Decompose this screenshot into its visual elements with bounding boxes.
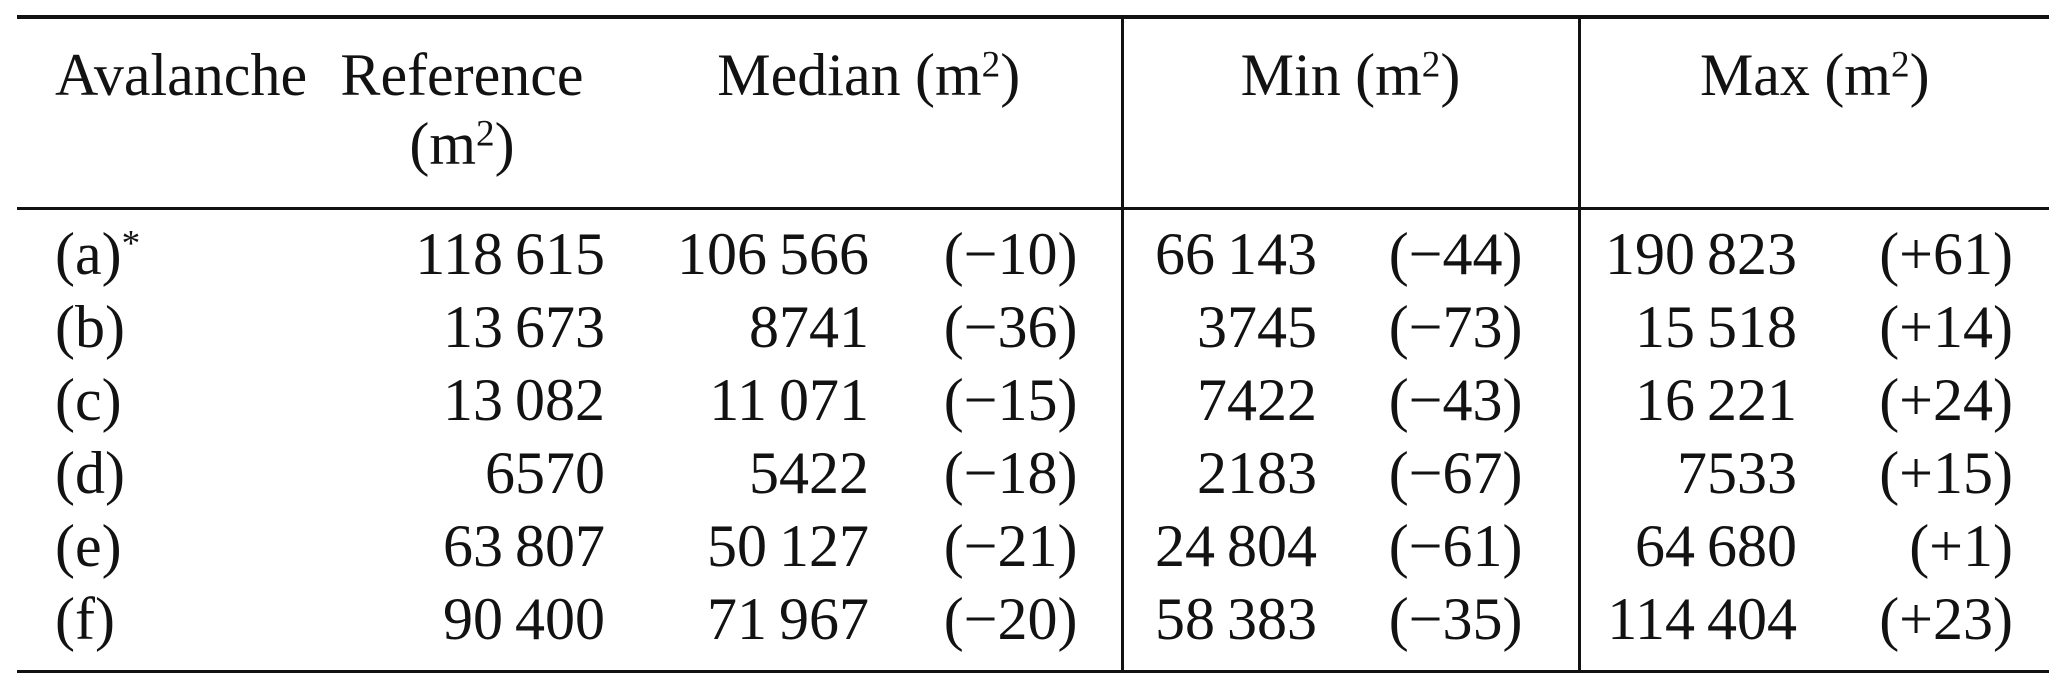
unit-exponent: 2	[476, 113, 495, 155]
min-unit: (m2)	[1355, 42, 1460, 108]
avalanche-id: (c)	[17, 364, 307, 437]
avalanche-id: (f)	[17, 583, 307, 672]
median-value: 11 071	[709, 367, 869, 433]
median-label: Median	[717, 42, 901, 108]
median-percent: (−20)	[943, 586, 1078, 652]
unit-exponent: 2	[1421, 44, 1441, 86]
median-value: 106 566	[676, 221, 869, 287]
table-row: (c) 13 082 11 071 (−15) 7422 (−43) 16 22…	[17, 364, 2049, 437]
table-row: (e) 63 807 50 127 (−21) 24 804 (−61) 64 …	[17, 510, 2049, 583]
unit-close-text: )	[1440, 42, 1461, 108]
column-header-max: Max (m2)	[1577, 17, 2050, 209]
min-label: Min	[1240, 42, 1341, 108]
median-value: 50 127	[706, 513, 869, 579]
min-percent: (−43)	[1388, 367, 1523, 433]
unit-close-text: )	[1000, 42, 1021, 108]
max-percent: (+24)	[1879, 367, 2014, 433]
reference-value: 6570	[485, 440, 605, 506]
median-percent: (−10)	[943, 221, 1078, 287]
column-header-min: Min (m2)	[1120, 17, 1579, 209]
max-percent: (+15)	[1879, 440, 2014, 506]
max-value: 190 823	[1577, 208, 1807, 291]
column-header-median: Median (m2)	[617, 17, 1122, 209]
min-percent: (−73)	[1388, 294, 1523, 360]
reference-value: 13 673	[442, 294, 605, 360]
header-row: Avalanche Reference (m2) Median (m2) Min(…	[17, 17, 2050, 209]
column-header-reference: Reference (m2)	[307, 17, 617, 209]
avalanche-id: (d)	[17, 437, 307, 510]
unit-open-text: (m	[914, 42, 982, 108]
max-percent: (+23)	[1879, 586, 2014, 652]
avalanche-id: (e)	[17, 510, 307, 583]
max-value: 114 404	[1577, 583, 1807, 672]
max-percent: (+61)	[1879, 221, 2014, 287]
max-percent: (+1)	[1909, 513, 2014, 579]
max-value: 64 680	[1577, 510, 1807, 583]
reference-value: 63 807	[442, 513, 605, 579]
median-percent: (−18)	[943, 440, 1078, 506]
min-percent: (−67)	[1388, 440, 1523, 506]
median-percent: (−15)	[943, 367, 1078, 433]
unit-close-text: )	[1909, 42, 1930, 108]
min-value: 2183	[1120, 437, 1327, 510]
min-value: 58 383	[1120, 583, 1327, 672]
max-value: 16 221	[1577, 364, 1807, 437]
median-percent: (−36)	[943, 294, 1078, 360]
min-value: 7422	[1120, 364, 1327, 437]
median-value: 71 967	[706, 586, 869, 652]
avalanche-area-table: Avalanche Reference (m2) Median (m2) Min(…	[17, 15, 2050, 673]
reference-value: 118 615	[415, 221, 605, 287]
max-value: 7533	[1577, 437, 1807, 510]
avalanche-label: (b)	[55, 294, 125, 360]
avalanche-label: (f)	[55, 586, 115, 652]
max-value: 15 518	[1577, 291, 1807, 364]
avalanche-id: (a)*	[17, 209, 307, 292]
reference-unit: (m2)	[308, 110, 616, 179]
reference-label: Reference	[340, 42, 584, 108]
reference-value: 13 082	[442, 367, 605, 433]
avalanche-label: (d)	[55, 440, 125, 506]
table-row: (d) 6570 5422 (−18) 2183 (−67) 7533 (+15…	[17, 437, 2049, 510]
max-label: Max	[1699, 42, 1810, 108]
footnote-marker: *	[121, 223, 141, 265]
column-header-avalanche: Avalanche	[55, 42, 308, 108]
min-percent: (−44)	[1388, 221, 1523, 287]
max-percent: (+14)	[1879, 294, 2014, 360]
median-percent: (−21)	[943, 513, 1078, 579]
median-unit: (m2)	[915, 42, 1020, 108]
avalanche-id: (b)	[17, 291, 307, 364]
median-value: 5422	[749, 440, 869, 506]
avalanche-label: (c)	[55, 367, 122, 433]
table-row: (b) 13 673 8741 (−36) 3745 (−73) 15 518 …	[17, 291, 2049, 364]
unit-open-text: (m	[409, 111, 477, 177]
table-row: (f) 90 400 71 967 (−20) 58 383 (−35) 114…	[17, 583, 2049, 672]
avalanche-label: (a)	[55, 221, 122, 287]
max-unit: (m2)	[1824, 42, 1929, 108]
min-value: 3745	[1120, 291, 1327, 364]
avalanche-label: (e)	[55, 513, 122, 579]
min-percent: (−35)	[1388, 586, 1523, 652]
min-value: 66 143	[1120, 208, 1327, 291]
unit-close-text: )	[494, 111, 515, 177]
median-value: 8741	[749, 294, 869, 360]
min-value: 24 804	[1120, 510, 1327, 583]
min-percent: (−61)	[1388, 513, 1523, 579]
reference-value: 90 400	[442, 586, 605, 652]
unit-open-text: (m	[1824, 42, 1891, 108]
table-row: (a)* 118 615 106 566 (−10) 66 143 (−44) …	[17, 208, 2049, 292]
unit-open-text: (m	[1355, 42, 1422, 108]
unit-exponent: 2	[981, 44, 1001, 86]
unit-exponent: 2	[1890, 44, 1910, 86]
